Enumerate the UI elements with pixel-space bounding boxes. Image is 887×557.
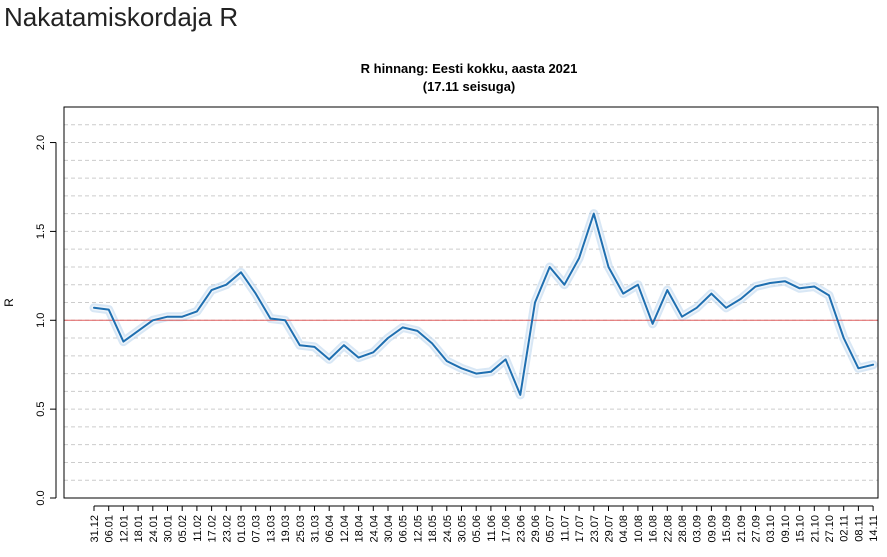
x-tick-label: 12.04 — [339, 515, 351, 543]
x-tick-label: 18.01 — [133, 515, 145, 543]
x-tick-label: 23.02 — [221, 515, 233, 543]
x-tick-label: 09.09 — [706, 515, 718, 543]
x-tick-label: 27.10 — [824, 515, 836, 543]
x-tick-label: 16.08 — [648, 515, 660, 543]
x-tick-label: 30.04 — [383, 515, 395, 543]
y-axis-label: R — [2, 298, 16, 307]
x-tick-label: 10.08 — [633, 515, 645, 543]
x-tick-label: 22.08 — [662, 515, 674, 543]
x-tick-label: 18.04 — [354, 515, 366, 543]
x-tick-label: 11.07 — [559, 515, 571, 542]
x-tick-label: 24.05 — [442, 515, 454, 543]
r-estimate-line — [93, 212, 875, 396]
x-tick-label: 23.07 — [589, 515, 601, 543]
x-tick-label: 01.03 — [236, 515, 248, 543]
x-tick-label: 06.04 — [324, 515, 336, 543]
x-tick-label: 30.01 — [163, 515, 175, 543]
x-tick-label: 06.05 — [398, 515, 410, 543]
x-tick-label: 03.10 — [765, 515, 777, 543]
x-tick-label: 29.07 — [604, 515, 616, 543]
r-series — [93, 212, 875, 396]
x-tick-label: 28.08 — [677, 515, 689, 543]
x-tick-label: 09.10 — [780, 515, 792, 543]
y-tick-label: 0.0 — [35, 490, 47, 505]
y-tick-label: 2.0 — [35, 135, 47, 150]
y-tick-label: 0.5 — [35, 401, 47, 416]
x-tick-label: 06.01 — [104, 515, 116, 543]
x-tick-label: 18.05 — [427, 515, 439, 543]
x-tick-label: 14.11 — [868, 515, 880, 542]
plot-frame — [63, 106, 879, 499]
chart-subtitle: (17.11 seisuga) — [423, 79, 516, 94]
x-tick-label: 17.07 — [574, 515, 586, 543]
confidence-band-inner — [91, 211, 876, 398]
x-tick-label: 17.06 — [501, 515, 513, 543]
chart-title: R hinnang: Eesti kokku, aasta 2021 — [361, 61, 578, 76]
y-tick-label: 1.5 — [35, 224, 47, 239]
confidence-band-area — [89, 209, 878, 400]
x-tick-label: 11.06 — [486, 515, 498, 542]
x-tick-label: 23.06 — [515, 515, 527, 543]
x-tick-label: 05.02 — [177, 515, 189, 543]
x-tick-label: 03.09 — [692, 515, 704, 543]
x-tick-label: 21.10 — [809, 515, 821, 543]
x-tick-label: 30.05 — [457, 515, 469, 543]
x-tick-label: 04.08 — [618, 515, 630, 543]
x-tick-label: 29.06 — [530, 515, 542, 543]
x-tick-label: 13.03 — [265, 515, 277, 543]
x-tick-label: 31.12 — [89, 515, 101, 543]
x-tick-label: 08.11 — [853, 515, 865, 542]
x-tick-label: 07.03 — [251, 515, 263, 543]
y-tick-label: 1.0 — [35, 313, 47, 328]
x-tick-label: 11.02 — [192, 515, 204, 542]
x-tick-label: 31.03 — [310, 515, 322, 543]
grid-lines — [64, 106, 878, 499]
x-axis: 31.12 06.01 12.01 18.01 24.01 30.01 05.02 11.02… — [89, 505, 880, 543]
x-tick-label: 17.02 — [207, 515, 219, 543]
x-tick-label: 15.09 — [721, 515, 733, 543]
x-tick-label: 12.01 — [118, 515, 130, 543]
x-tick-label: 05.07 — [545, 515, 557, 543]
x-tick-label: 02.11 — [839, 515, 851, 542]
x-tick-label: 05.06 — [471, 515, 483, 543]
x-tick-label: 25.03 — [295, 515, 307, 543]
y-axis: 0.0 0.5 1.0 1.5 2.0 — [35, 135, 57, 506]
x-tick-label: 12.05 — [412, 515, 424, 543]
x-tick-label: 27.09 — [751, 515, 763, 543]
x-tick-label: 19.03 — [280, 515, 292, 543]
page-title: Nakatamiskordaja R — [4, 2, 239, 32]
x-tick-label: 24.04 — [368, 515, 380, 543]
confidence-band — [89, 209, 878, 400]
x-tick-label: 15.10 — [795, 515, 807, 543]
x-tick-label: 24.01 — [148, 515, 160, 543]
x-tick-label: 21.09 — [736, 515, 748, 543]
